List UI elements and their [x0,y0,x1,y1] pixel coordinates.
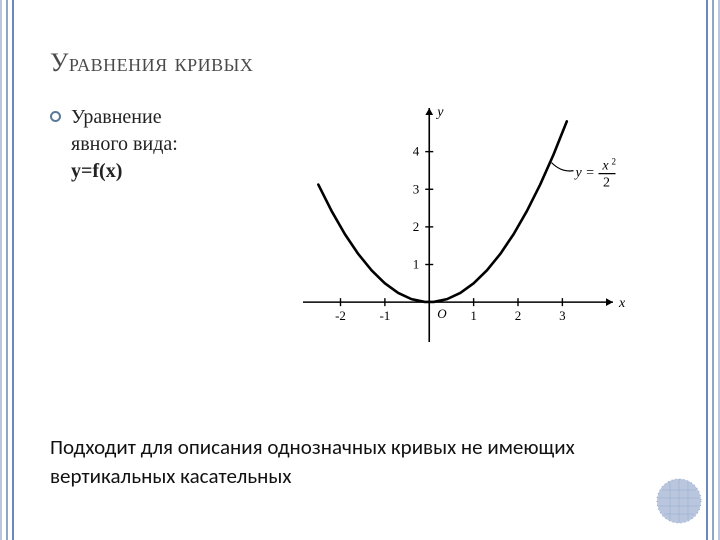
svg-text:x: x [618,296,626,311]
slide-title: Уравнения кривых [50,48,670,78]
body-row: Уравнение явного вида: y=f(x) -2 -1 1 2 3 1 2 3… [50,104,670,364]
svg-text:2: 2 [603,176,610,191]
svg-text:1: 1 [470,308,477,323]
svg-text:y =: y = [574,166,595,181]
bullet-line1: Уравнение [71,106,162,128]
bullet-line2: явного вида: [71,133,178,155]
svg-text:2: 2 [515,308,522,323]
svg-text:3: 3 [559,308,566,323]
bullet-icon [50,111,61,122]
bullet-line3: y=f(x) [71,160,122,182]
svg-text:2: 2 [413,219,420,234]
svg-text:-2: -2 [335,308,346,323]
svg-text:O: O [437,306,447,321]
svg-text:1: 1 [413,257,420,272]
svg-text:x: x [601,159,609,174]
svg-text:-1: -1 [379,308,390,323]
svg-text:4: 4 [413,144,420,159]
footer-text: Подходит для описания однозначных кривых… [50,433,650,490]
svg-text:y: y [435,105,444,120]
chart-wrap: -2-11231234Oxyy = x22 [260,104,670,364]
svg-text:2: 2 [612,157,617,167]
bullet-block: Уравнение явного вида: y=f(x) [50,104,260,185]
svg-text:3: 3 [413,181,420,196]
parabola-chart: -2-11231234Oxyy = x22 [295,104,635,364]
corner-decoration [656,478,702,524]
bullet-text: Уравнение явного вида: y=f(x) [71,104,178,185]
